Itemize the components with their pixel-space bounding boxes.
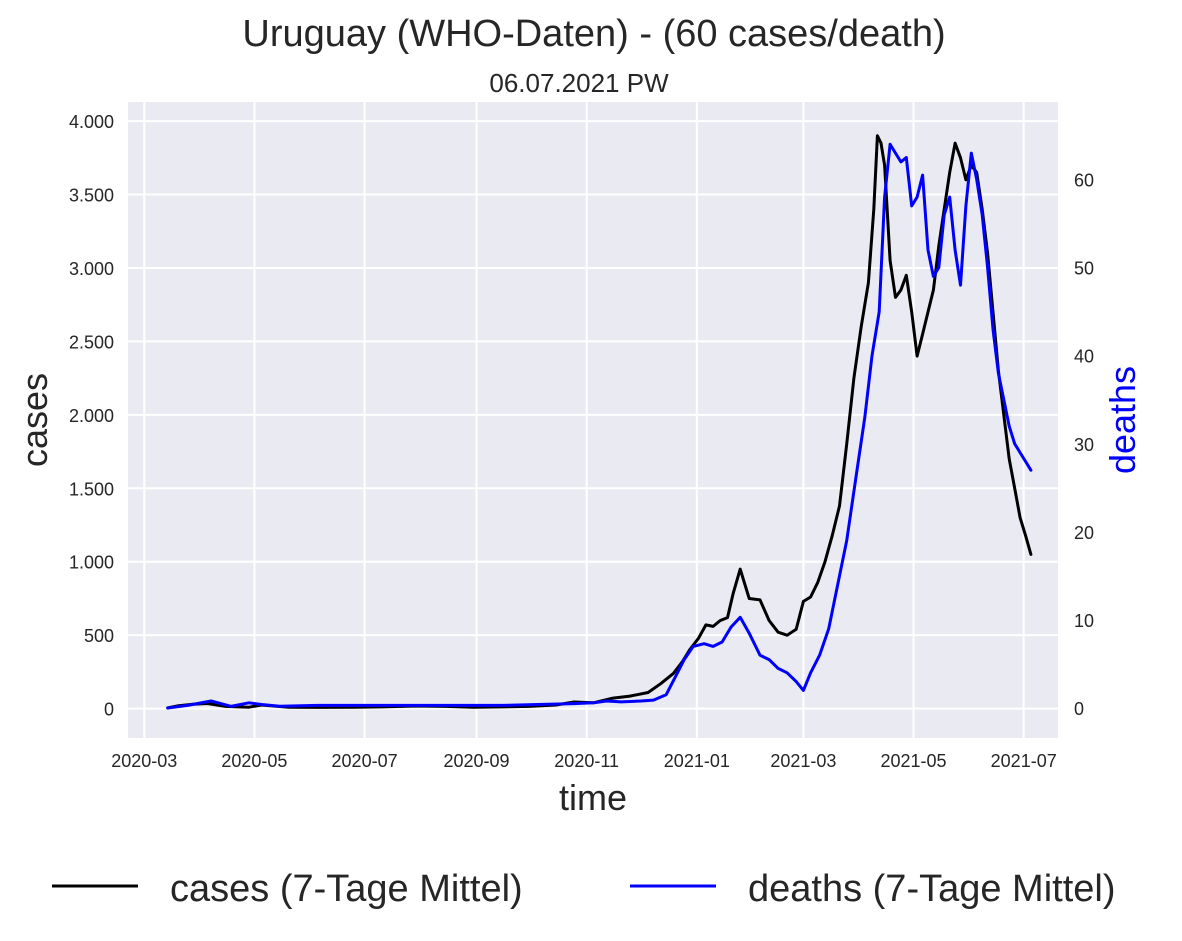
chart-title: Uruguay (WHO-Daten) - (60 cases/death) — [242, 13, 945, 55]
y-tick-label: 2.000 — [69, 406, 114, 426]
x-tick-label: 2020-03 — [111, 751, 177, 771]
x-tick-label: 2020-11 — [554, 751, 619, 771]
y-axis-label: cases — [14, 373, 55, 467]
y2-tick-label: 10 — [1074, 611, 1094, 631]
legend-label-deaths: deaths (7-Tage Mittel) — [748, 868, 1116, 910]
y-tick-label: 2.500 — [69, 332, 114, 352]
y-tick-label: 0 — [104, 700, 114, 720]
y2-tick-label: 30 — [1074, 435, 1094, 455]
y-tick-label: 500 — [84, 626, 114, 646]
y-tick-label: 1.000 — [69, 553, 114, 573]
y2-axis-ticks: 0 10 20 30 40 50 60 — [1074, 171, 1094, 720]
x-tick-label: 2021-07 — [991, 751, 1057, 771]
series-line-cases — [166, 134, 1033, 710]
x-tick-label: 2021-05 — [881, 751, 947, 771]
y-axis-ticks: 0 500 1.000 1.500 2.000 2.500 3.000 3.500 4.000 — [69, 112, 114, 720]
x-tick-label: 2020-05 — [221, 751, 287, 771]
x-axis-ticks: 2020-03 2020-05 2020-07 2020-09 2020-11 2021-… — [111, 751, 1056, 771]
legend: cases (7-Tage Mittel) deaths (7-Tage Mit… — [52, 868, 1116, 910]
y2-tick-label: 60 — [1074, 171, 1094, 191]
chart-subtitle: 06.07.2021 PW — [489, 68, 669, 98]
y-tick-label: 4.000 — [69, 112, 114, 132]
y-tick-label: 3.000 — [69, 259, 114, 279]
y-tick-label: 3.500 — [69, 186, 114, 206]
x-axis-label: time — [559, 777, 627, 818]
y2-tick-label: 0 — [1074, 699, 1084, 719]
series-line-deaths — [166, 142, 1033, 710]
y-tick-label: 1.500 — [69, 479, 114, 499]
x-tick-label: 2020-09 — [443, 751, 509, 771]
legend-label-cases: cases (7-Tage Mittel) — [170, 868, 523, 910]
y2-tick-label: 50 — [1074, 259, 1094, 279]
series-group — [166, 134, 1033, 710]
plot-area — [128, 102, 1058, 738]
x-tick-label: 2021-03 — [770, 751, 836, 771]
gridlines — [128, 102, 1058, 738]
x-tick-label: 2020-07 — [332, 751, 398, 771]
y2-axis-label: deaths — [1102, 366, 1143, 474]
y2-tick-label: 40 — [1074, 347, 1094, 367]
x-tick-label: 2021-01 — [664, 751, 730, 771]
y2-tick-label: 20 — [1074, 523, 1094, 543]
